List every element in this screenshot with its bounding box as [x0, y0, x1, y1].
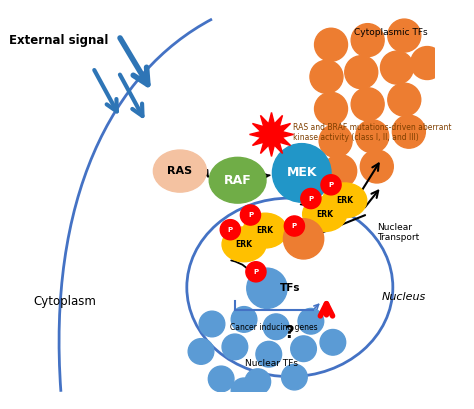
Circle shape [263, 314, 289, 339]
Circle shape [388, 19, 421, 52]
Text: P: P [248, 212, 253, 218]
Text: ERK: ERK [316, 210, 333, 219]
Text: Nuclear
Transport: Nuclear Transport [377, 223, 419, 242]
Circle shape [298, 308, 324, 334]
Text: ERK: ERK [336, 196, 353, 205]
Text: RAF: RAF [224, 174, 252, 187]
Circle shape [319, 124, 352, 157]
Circle shape [310, 60, 343, 93]
Text: ERK: ERK [236, 240, 253, 249]
Text: Cytoplasm: Cytoplasm [34, 294, 96, 308]
Circle shape [273, 144, 331, 202]
Circle shape [392, 115, 425, 148]
Text: P: P [308, 196, 313, 202]
Circle shape [301, 189, 321, 209]
Circle shape [188, 339, 214, 364]
Circle shape [321, 175, 341, 195]
Circle shape [291, 336, 316, 362]
Ellipse shape [243, 213, 287, 248]
Polygon shape [249, 112, 293, 156]
Circle shape [381, 51, 413, 84]
Circle shape [351, 24, 384, 56]
Text: P: P [328, 182, 334, 188]
Text: RAS: RAS [167, 166, 192, 176]
Circle shape [345, 56, 378, 89]
Circle shape [231, 307, 257, 332]
Ellipse shape [302, 197, 346, 231]
Text: TFs: TFs [280, 283, 300, 293]
Circle shape [231, 378, 257, 404]
Ellipse shape [323, 183, 367, 218]
Text: Nucleus: Nucleus [382, 292, 426, 301]
Circle shape [283, 219, 324, 259]
Circle shape [209, 366, 234, 392]
Circle shape [222, 334, 248, 360]
Text: Cancer inducing genes: Cancer inducing genes [229, 323, 317, 332]
Text: Nuclear TFs: Nuclear TFs [245, 359, 298, 368]
Text: ERK: ERK [256, 226, 273, 235]
Text: External signal: External signal [9, 34, 108, 47]
Ellipse shape [222, 227, 266, 262]
Circle shape [246, 262, 266, 282]
Circle shape [247, 268, 287, 308]
Circle shape [320, 330, 346, 355]
Circle shape [256, 342, 282, 367]
Circle shape [315, 28, 347, 61]
Circle shape [388, 83, 421, 116]
Circle shape [324, 155, 356, 188]
Ellipse shape [209, 157, 266, 203]
Circle shape [240, 205, 261, 225]
Ellipse shape [154, 150, 207, 192]
Text: P: P [292, 223, 297, 229]
Circle shape [282, 364, 307, 390]
Circle shape [220, 220, 240, 240]
Text: ?: ? [285, 324, 295, 342]
Text: MEK: MEK [286, 166, 317, 180]
Circle shape [245, 369, 271, 395]
Circle shape [199, 311, 225, 337]
Circle shape [356, 120, 389, 153]
Circle shape [410, 47, 444, 79]
Text: P: P [228, 227, 233, 233]
Text: P: P [254, 269, 258, 275]
Text: Cytoplasmic TFs: Cytoplasmic TFs [355, 28, 428, 37]
Circle shape [315, 92, 347, 125]
Circle shape [351, 88, 384, 121]
Text: RAS and BRAF mutations-driven aberrant
kinase activity (class I, II, and III): RAS and BRAF mutations-driven aberrant k… [292, 123, 451, 142]
Circle shape [360, 150, 393, 183]
Circle shape [284, 216, 304, 236]
